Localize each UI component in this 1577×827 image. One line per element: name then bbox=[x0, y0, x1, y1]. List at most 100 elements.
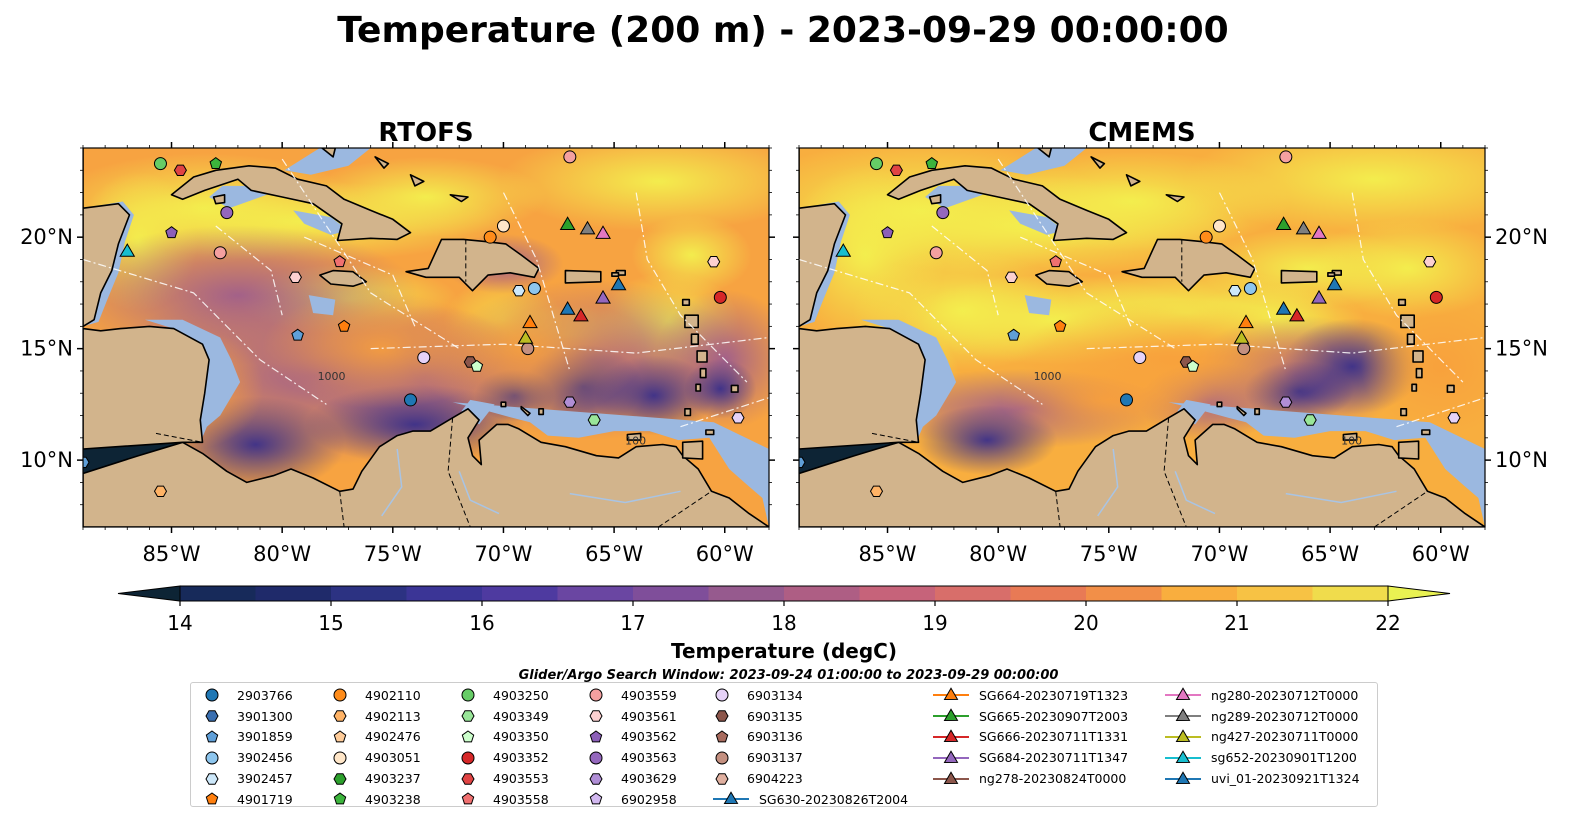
argo-float-marker bbox=[936, 206, 950, 220]
legend-label: 2903766 bbox=[237, 687, 293, 703]
argo-float-marker bbox=[165, 226, 178, 239]
contour-label: 1000 bbox=[1034, 370, 1062, 383]
legend-label: 3901859 bbox=[237, 729, 293, 745]
colorbar-tick-label: 17 bbox=[620, 611, 645, 635]
pentagon-marker bbox=[205, 730, 219, 743]
lon-tick-label: 60°W bbox=[696, 542, 754, 566]
legend-marker bbox=[711, 687, 733, 703]
glider-marker bbox=[610, 276, 627, 291]
legend-entry: ng280-20230712T0000 bbox=[1163, 685, 1360, 706]
country-border bbox=[1163, 417, 1187, 527]
pentagon-marker bbox=[461, 730, 475, 743]
land-bahamas1 bbox=[1037, 148, 1053, 158]
shelf-area bbox=[145, 319, 241, 443]
map-frame bbox=[798, 147, 1486, 528]
argo-float-marker bbox=[483, 230, 497, 244]
land-margarita bbox=[626, 432, 642, 441]
glider-marker bbox=[1238, 314, 1254, 329]
land-vi2 bbox=[611, 272, 620, 277]
legend-label: SG684-20230711T1347 bbox=[979, 750, 1129, 766]
eez-boundary bbox=[931, 225, 999, 316]
argo-float-marker bbox=[563, 150, 577, 164]
land-cuba bbox=[886, 165, 1128, 242]
argo-float-marker bbox=[83, 456, 90, 468]
triangle-marker bbox=[943, 729, 959, 742]
hexagon-marker bbox=[333, 710, 347, 722]
land-puerto-rico bbox=[1280, 269, 1318, 284]
circle-marker bbox=[205, 751, 219, 765]
legend-marker bbox=[1163, 708, 1203, 724]
eez-boundary bbox=[83, 258, 327, 405]
argo-float-marker bbox=[929, 246, 943, 260]
legend-label: 6903137 bbox=[747, 750, 803, 766]
triangle-marker bbox=[1175, 729, 1191, 742]
legend-entry: SG684-20230711T1347 bbox=[931, 747, 1128, 768]
legend-marker bbox=[457, 729, 479, 745]
legend-entry: 3901859 bbox=[201, 727, 293, 748]
glider-marker bbox=[1275, 216, 1292, 230]
land-martinique bbox=[696, 350, 708, 363]
shelf-area bbox=[308, 295, 336, 316]
argo-float-marker bbox=[173, 164, 187, 176]
legend-marker bbox=[711, 791, 751, 807]
legend-marker bbox=[711, 729, 733, 745]
legend-marker bbox=[201, 791, 223, 807]
legend-label: 4903629 bbox=[621, 771, 677, 787]
legend-entry: 6904223 bbox=[711, 768, 908, 789]
land-stlucia bbox=[1415, 367, 1423, 379]
hexagon-marker bbox=[461, 772, 475, 785]
pentagon-marker bbox=[589, 730, 603, 743]
legend-entry: 4903238 bbox=[329, 789, 421, 810]
lon-tick-label: 65°W bbox=[1301, 542, 1359, 566]
colorbar-extend-high bbox=[1387, 585, 1451, 602]
legend-marker bbox=[585, 791, 607, 807]
legend-label: 4903553 bbox=[493, 771, 549, 787]
legend-label: 6903135 bbox=[747, 708, 803, 724]
lon-tick-label: 65°W bbox=[585, 542, 643, 566]
colorbar-segment bbox=[1010, 586, 1087, 601]
shelf-area bbox=[1168, 402, 1485, 527]
panel-title: CMEMS bbox=[1088, 118, 1195, 148]
glider-marker bbox=[559, 301, 576, 315]
legend-entry: 4903553 bbox=[457, 768, 549, 789]
argo-float-marker bbox=[1237, 342, 1251, 356]
argo-float-marker bbox=[1120, 393, 1134, 407]
argo-float-marker bbox=[521, 342, 535, 356]
legend-marker bbox=[457, 771, 479, 787]
legend-entry: ng427-20230711T0000 bbox=[1163, 727, 1360, 748]
glider-marker bbox=[517, 330, 534, 344]
legend-entry: 4903349 bbox=[457, 706, 549, 727]
land-isle-youth bbox=[212, 194, 226, 205]
argo-float-marker bbox=[1212, 219, 1226, 233]
legend-entry: SG665-20230907T2003 bbox=[931, 706, 1128, 727]
legend-entry: 4902476 bbox=[329, 727, 421, 748]
glider-marker bbox=[595, 289, 611, 304]
colorbar-segment bbox=[331, 586, 408, 601]
argo-float-marker bbox=[1053, 319, 1067, 332]
legend-marker bbox=[711, 771, 733, 787]
triangle-marker bbox=[943, 708, 959, 722]
legend-entry: 4901719 bbox=[201, 789, 293, 810]
legend-marker bbox=[931, 687, 971, 703]
land-isle-youth bbox=[928, 194, 942, 205]
circle-marker bbox=[715, 751, 729, 765]
argo-float-marker bbox=[1228, 285, 1242, 297]
legend-marker bbox=[931, 708, 971, 724]
glider-marker bbox=[573, 307, 589, 322]
argo-float-marker bbox=[563, 396, 577, 408]
figure-title: Temperature (200 m) - 2023-09-29 00:00:0… bbox=[337, 10, 1228, 51]
lat-tick-label: 20°N bbox=[20, 225, 73, 249]
legend-column: 4903250 4903349 4903350 4903352 4903553 49035… bbox=[457, 685, 549, 810]
country-border bbox=[447, 417, 471, 527]
argo-float-marker bbox=[869, 485, 884, 497]
legend-entry: 6903134 bbox=[711, 685, 908, 706]
pentagon-marker bbox=[205, 792, 219, 805]
glider-marker bbox=[1311, 289, 1327, 304]
argo-float-marker bbox=[337, 319, 351, 332]
legend-label: 4903237 bbox=[365, 771, 421, 787]
argo-float-marker bbox=[1133, 351, 1147, 365]
shelf-area bbox=[284, 148, 371, 175]
land-tobago bbox=[1421, 429, 1431, 436]
legend-label: 4902476 bbox=[365, 729, 421, 745]
legend-marker bbox=[329, 750, 351, 766]
